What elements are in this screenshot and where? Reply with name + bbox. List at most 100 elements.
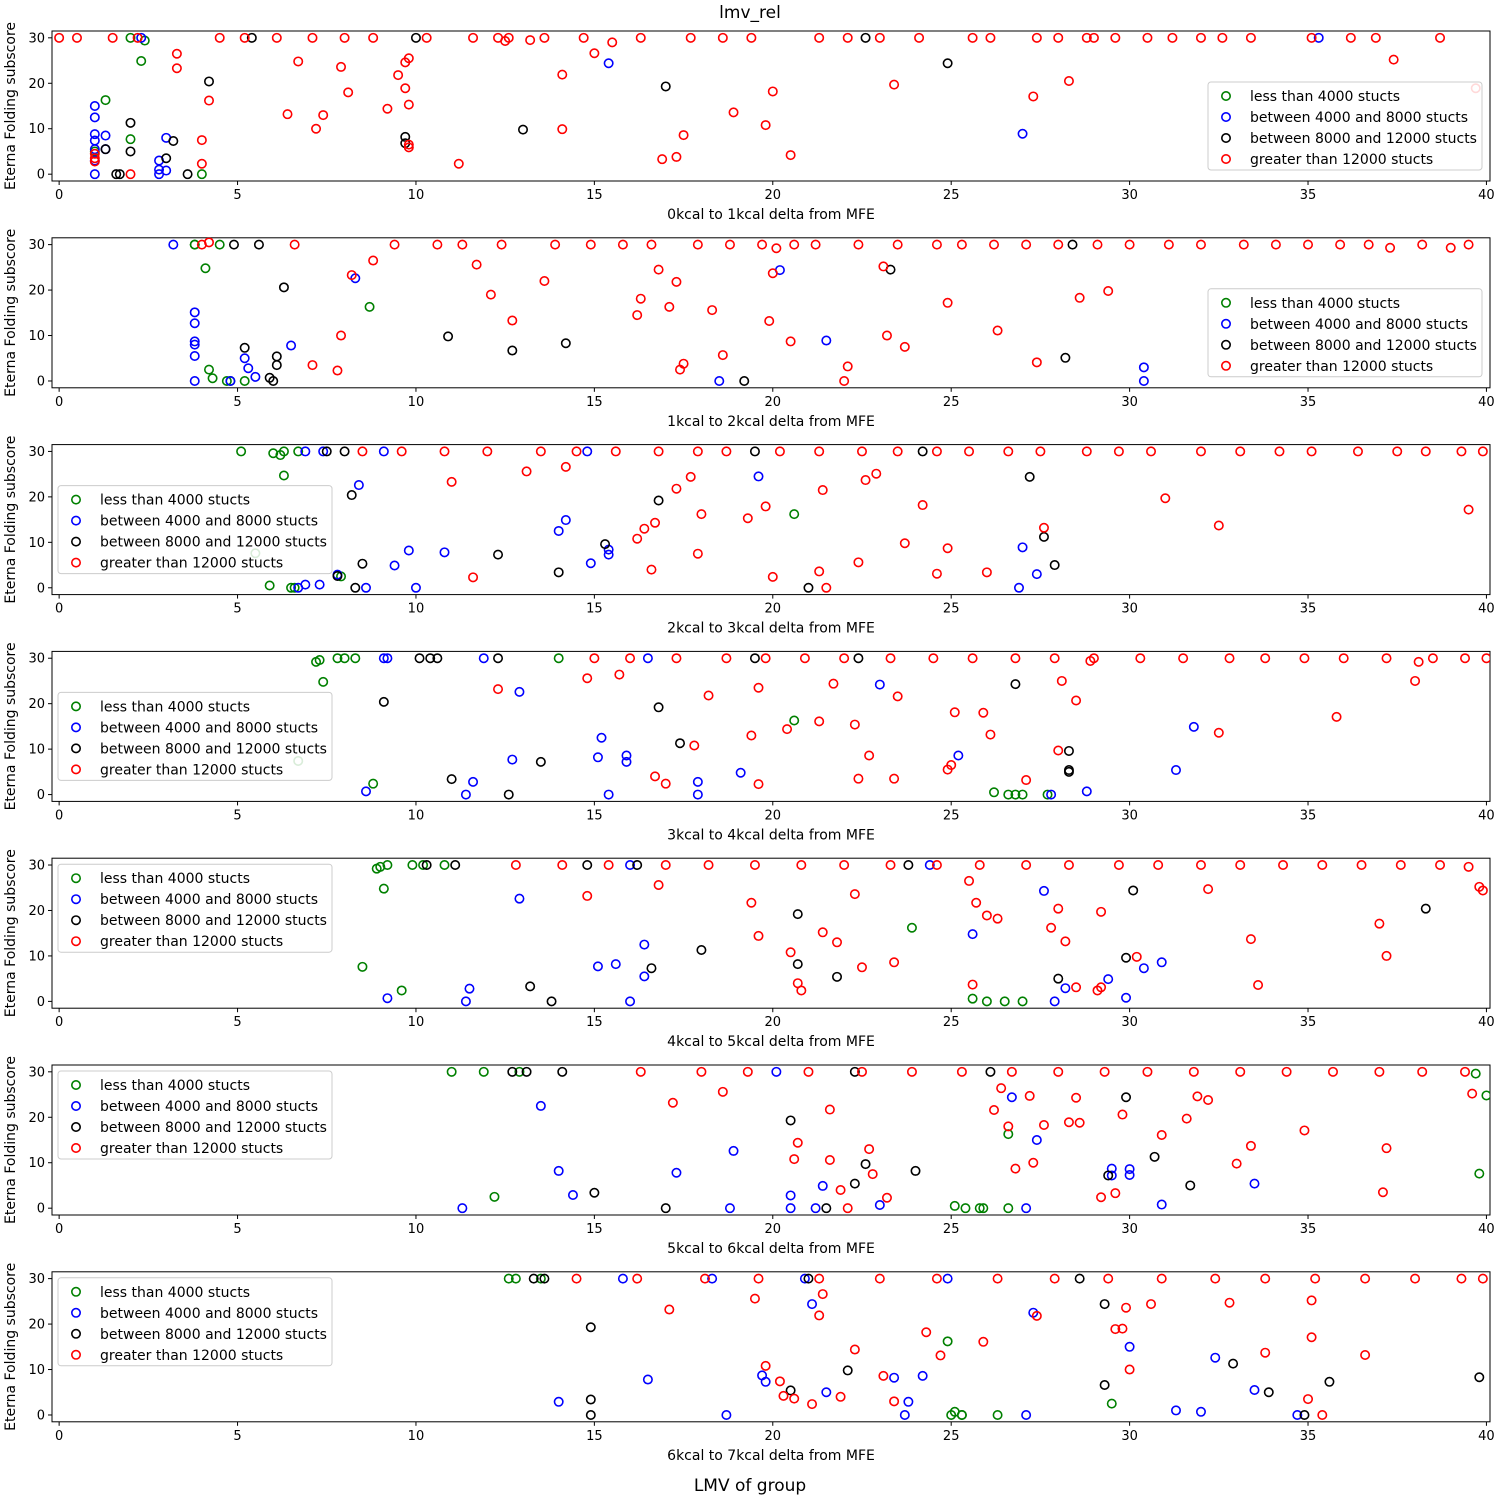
data-point [1195, 446, 1206, 457]
data-point [956, 1066, 967, 1077]
x-axis-label: 6kcal to 7kcal delta from MFE [667, 1448, 875, 1464]
data-point [753, 779, 764, 790]
y-tick-label: 20 [28, 904, 45, 919]
data-point [1456, 1273, 1467, 1284]
legend-marker [1221, 318, 1232, 329]
panel-5: 0 5 10 15 20 25 30 35 40 0 10 20 30 4kcal to 5kcal de… [3, 849, 1495, 1050]
x-tick-label: 15 [586, 1429, 603, 1444]
data-point [1013, 582, 1024, 593]
legend-marker [71, 1349, 82, 1360]
data-point [314, 579, 325, 590]
data-point [111, 169, 122, 180]
data-point [1099, 1066, 1110, 1077]
data-point [949, 707, 960, 718]
data-point [735, 767, 746, 778]
data-point [361, 582, 372, 593]
data-point [1099, 1299, 1110, 1310]
data-point [585, 1322, 596, 1333]
data-point [364, 301, 375, 312]
legend-marker [71, 701, 82, 712]
data-point [881, 330, 892, 341]
data-point [225, 375, 236, 386]
data-point [382, 860, 393, 871]
data-point [1053, 239, 1064, 250]
legend-entry: greater than 12000 stucts [1250, 359, 1433, 375]
legend-entry: between 4000 and 8000 stucts [100, 720, 318, 736]
data-point [617, 239, 628, 250]
data-point [842, 361, 853, 372]
data-point [393, 70, 404, 81]
data-point [557, 124, 568, 135]
data-point [1074, 292, 1085, 303]
data-point [749, 653, 760, 664]
data-point [100, 144, 111, 155]
x-tick-label: 20 [765, 188, 782, 203]
data-point [1021, 1409, 1032, 1420]
data-point [964, 446, 975, 457]
data-point [339, 446, 350, 457]
x-tick-label: 0 [55, 602, 63, 617]
data-point [546, 996, 557, 1007]
data-point [1071, 695, 1082, 706]
data-point [1270, 239, 1281, 250]
data-point [221, 375, 232, 386]
x-tick-label: 10 [408, 1222, 425, 1237]
data-point [553, 653, 564, 664]
x-tick-label: 5 [233, 602, 241, 617]
data-point [350, 582, 361, 593]
data-point [1299, 1409, 1310, 1420]
data-point [878, 261, 889, 272]
data-point [892, 691, 903, 702]
x-tick-label: 0 [55, 1429, 63, 1444]
data-point [1128, 885, 1139, 896]
data-point [1163, 239, 1174, 250]
x-tick-label: 0 [55, 1015, 63, 1030]
data-point [1031, 357, 1042, 368]
data-point [525, 35, 536, 46]
data-point [721, 1409, 732, 1420]
data-point [746, 897, 757, 908]
y-tick-label: 30 [28, 1272, 45, 1287]
data-point [657, 154, 668, 165]
data-point [914, 32, 925, 43]
data-point [889, 1372, 900, 1383]
data-point [1110, 32, 1121, 43]
data-point [1053, 903, 1064, 914]
panel-7: 0 5 10 15 20 25 30 35 40 0 10 20 30 6kcal to 7kcal de… [3, 1263, 1495, 1464]
data-point [346, 270, 357, 281]
data-point [978, 707, 989, 718]
data-point [860, 1159, 871, 1170]
data-point [1124, 1364, 1135, 1375]
data-point [485, 289, 496, 300]
data-point [931, 860, 942, 871]
data-point [881, 1192, 892, 1203]
data-point [814, 716, 825, 727]
data-point [921, 1327, 932, 1338]
x-tick-label: 10 [408, 1429, 425, 1444]
data-point [760, 120, 771, 131]
legend-entry: between 4000 and 8000 stucts [100, 1099, 318, 1115]
data-point [1156, 1199, 1167, 1210]
data-point [885, 860, 896, 871]
data-point [789, 715, 800, 726]
data-point [774, 1376, 785, 1387]
data-point [1374, 1066, 1385, 1077]
y-axis-label: Eterna Folding subscore [3, 1056, 19, 1224]
data-point [1063, 76, 1074, 87]
data-point [357, 558, 368, 569]
data-point [125, 32, 136, 43]
y-tick-label: 10 [28, 743, 45, 758]
data-point [821, 1203, 832, 1214]
data-point [1195, 1406, 1206, 1417]
y-axis-label: Eterna Folding subscore [3, 22, 19, 190]
data-point [403, 142, 414, 153]
data-point [1149, 1151, 1160, 1162]
data-point [742, 513, 753, 524]
data-point [114, 169, 125, 180]
x-tick-label: 25 [943, 602, 960, 617]
data-point [1096, 1192, 1107, 1203]
data-point [278, 446, 289, 457]
data-point [382, 993, 393, 1004]
data-point [671, 483, 682, 494]
x-axis-label: 3kcal to 4kcal delta from MFE [667, 827, 875, 843]
